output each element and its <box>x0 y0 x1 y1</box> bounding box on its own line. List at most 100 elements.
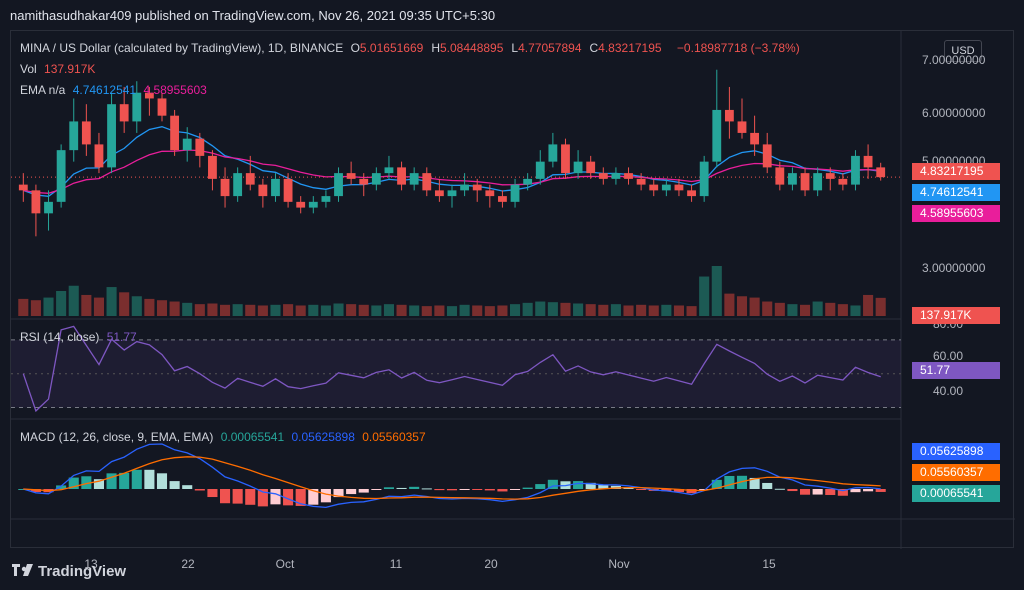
macd-histogram-bar <box>484 489 495 491</box>
candle-body <box>460 184 470 191</box>
candle-body <box>863 155 873 168</box>
legend-symbol: MINA / US Dollar (calculated by TradingV… <box>20 41 344 55</box>
macd-histogram-bar <box>56 485 67 489</box>
candle-body <box>296 201 306 208</box>
x-tick-13: 13 <box>84 557 98 571</box>
legend-ohlc-c: C4.83217195 <box>589 41 662 55</box>
volume-bar <box>686 306 697 316</box>
volume-bar <box>144 298 155 316</box>
macd-histogram-bar <box>383 487 394 489</box>
legend-volume: Vol 137.917K <box>20 62 99 76</box>
macd-histogram-bar <box>81 476 92 489</box>
macd-histogram-bar <box>106 473 117 489</box>
candle-body <box>699 161 709 197</box>
macd-histogram-bar <box>736 475 748 489</box>
volume-bar <box>850 305 861 316</box>
macd-histogram-bar <box>535 484 546 489</box>
candle-body <box>535 161 545 179</box>
candle-body <box>107 104 116 168</box>
macd-histogram-bar <box>711 479 722 489</box>
candle-body <box>422 173 432 191</box>
chart-canvas[interactable] <box>11 31 1015 549</box>
macd-histogram-bar <box>787 489 798 492</box>
macd-histogram-bar <box>774 488 785 490</box>
macd-histogram-bar <box>396 487 407 489</box>
volume-bar <box>18 298 29 316</box>
volume-bar <box>699 276 710 316</box>
legend-rsi-value: 51.77 <box>106 330 137 344</box>
price-tick-6: 6.00000000 <box>922 106 986 120</box>
volume-bar <box>346 304 357 316</box>
volume-bar <box>68 285 79 316</box>
rsi-line <box>22 325 881 413</box>
currency-button[interactable]: USD <box>944 40 982 62</box>
volume-bar <box>774 302 785 316</box>
macd-histogram-bar <box>598 485 609 489</box>
macd-histogram-bar <box>585 482 596 489</box>
volume-bar <box>623 305 634 316</box>
candle-body <box>245 173 255 185</box>
x-tick-15: 15 <box>762 557 776 571</box>
volume-bar <box>472 305 483 316</box>
candle-body <box>750 132 760 145</box>
rsi-tick-40: 40.00 <box>933 384 964 398</box>
candle-body <box>69 121 79 151</box>
macd-histogram-bar <box>270 489 281 505</box>
x-tick-20: 20 <box>484 557 498 571</box>
volume-bar <box>119 292 130 316</box>
macd-histogram-bar <box>699 489 710 490</box>
volume-bar <box>169 301 180 316</box>
volume-bar <box>547 302 558 316</box>
candle-body <box>876 167 886 178</box>
volume-bar <box>434 305 445 316</box>
chart-frame[interactable]: MINA / US Dollar (calculated by TradingV… <box>10 30 1015 571</box>
legend-change: −0.18987718 (−3.78%) <box>676 41 800 55</box>
macd-signal-tag: 0.05560357 <box>912 464 1000 481</box>
price-tick-7: 7.00000000 <box>922 53 986 67</box>
candle-body <box>119 104 129 122</box>
candle-body <box>182 138 192 151</box>
candle-body <box>170 115 180 151</box>
candle-body <box>712 109 722 162</box>
candle-body <box>144 92 154 99</box>
macd-histogram-bar <box>421 488 432 490</box>
volume-bar <box>232 304 243 316</box>
volume-bar <box>56 291 67 316</box>
volume-bar <box>283 304 294 316</box>
candle-body <box>195 138 205 156</box>
volume-bar <box>875 297 886 316</box>
macd-histogram-bar <box>636 489 647 490</box>
candle-body <box>283 178 293 202</box>
volume-bar <box>270 304 281 316</box>
candle-body <box>485 190 495 197</box>
volume-bar <box>837 304 848 316</box>
publish-info: namithasudhakar409 published on TradingV… <box>10 8 496 23</box>
macd-histogram-bar <box>547 479 558 489</box>
volume-bar <box>30 300 41 316</box>
candle-body <box>447 190 457 197</box>
legend-vol-label: Vol <box>20 62 37 76</box>
candle-body <box>81 121 91 145</box>
candle-body <box>523 178 533 185</box>
legend-ohlc-h: H5.08448895 <box>431 41 504 55</box>
volume-bar <box>257 305 268 316</box>
candle-body <box>371 173 381 185</box>
legend-ema-fast: 4.74612541 <box>72 83 137 97</box>
legend-ohlc-values: O5.01651669 H5.08448895 L4.77057894 C4.8321… <box>351 41 670 55</box>
candle-body <box>611 173 621 179</box>
volume-bar <box>446 306 458 316</box>
candle-body <box>220 178 230 197</box>
macd-histogram-bar <box>207 489 218 498</box>
macd-histogram-bar <box>320 489 331 503</box>
x-tick-oct: Oct <box>275 557 295 571</box>
candle-body <box>724 109 734 122</box>
volume-bar <box>421 306 432 316</box>
macd-histogram-bar <box>194 489 205 491</box>
macd-histogram-bar <box>30 489 41 493</box>
macd-histogram-bar <box>220 489 231 504</box>
candle-body <box>813 173 823 191</box>
volume-bar <box>800 304 811 316</box>
tradingview-logo-icon <box>12 564 33 576</box>
tradingview-brand: TradingView <box>38 563 127 580</box>
x-tick-nov: Nov <box>608 557 630 571</box>
